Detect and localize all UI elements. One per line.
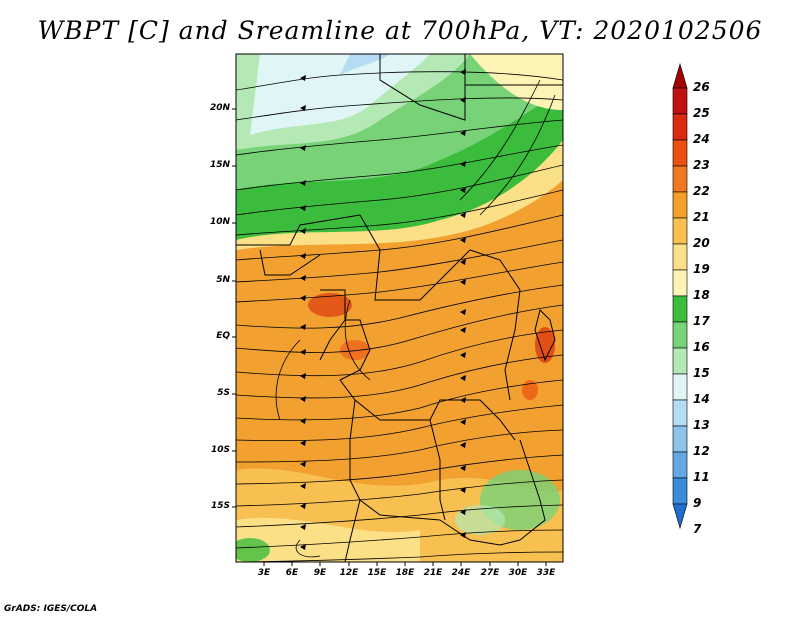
lat-label: 5N	[216, 275, 230, 285]
colorbar-label: 11	[693, 470, 710, 484]
colorbar-label: 13	[693, 418, 710, 432]
colorbar-swatch	[672, 347, 688, 375]
colorbar-label: 25	[693, 106, 710, 120]
streamline-arrows	[300, 69, 466, 550]
lon-label: 30E	[508, 568, 528, 578]
colorbar-label: 23	[693, 158, 710, 172]
lon-label: 15E	[367, 568, 387, 578]
colorbar-swatch	[672, 321, 688, 349]
colorbar-label: 9	[693, 496, 702, 510]
colorbar-label: 12	[693, 444, 710, 458]
lon-label: 12E	[339, 568, 359, 578]
chart-title: WBPT [C] and Sreamline at 700hPa, VT: 20…	[37, 16, 763, 45]
colorbar-swatch	[672, 373, 688, 401]
lon-label: 9E	[313, 568, 327, 578]
colorbar-swatch	[672, 451, 688, 479]
lon-label: 3E	[257, 568, 271, 578]
colorbar-swatch	[672, 243, 688, 271]
map-frame	[235, 53, 564, 563]
lat-label: 10S	[210, 445, 230, 455]
lat-label: 10N	[209, 217, 230, 227]
lon-label: 21E	[423, 568, 443, 578]
colorbar-swatch	[672, 113, 688, 141]
colorbar	[672, 62, 688, 530]
lat-label: 15S	[210, 501, 230, 511]
colorbar-swatch	[672, 425, 688, 453]
lon-label: 27E	[480, 568, 500, 578]
axis-ticks	[232, 108, 547, 566]
colorbar-swatch	[672, 217, 688, 245]
colorbar-max-arrow	[672, 62, 688, 89]
colorbar-label: 22	[693, 184, 710, 198]
colorbar-label: 7	[693, 522, 702, 536]
streamlines	[236, 71, 563, 562]
lat-label: EQ	[216, 331, 230, 341]
lon-label: 24E	[451, 568, 471, 578]
lon-label: 6E	[285, 568, 299, 578]
colorbar-label: 15	[693, 366, 710, 380]
colorbar-label: 18	[693, 288, 710, 302]
colorbar-label: 14	[693, 392, 710, 406]
lat-label: 5S	[217, 388, 230, 398]
lat-label: 20N	[209, 103, 230, 113]
colorbar-swatch	[672, 165, 688, 193]
colorbar-label: 26	[693, 80, 710, 94]
colorbar-swatch	[672, 269, 688, 297]
colorbar-swatch	[672, 295, 688, 323]
wbpt-shading	[236, 54, 563, 562]
colorbar-swatch	[672, 139, 688, 167]
colorbar-swatch	[672, 399, 688, 427]
colorbar-label: 24	[693, 132, 710, 146]
colorbar-swatch	[672, 477, 688, 505]
colorbar-swatch	[672, 87, 688, 115]
software-credit: GrADS: IGES/COLA	[4, 604, 98, 614]
colorbar-label: 21	[693, 210, 710, 224]
colorbar-label: 19	[693, 262, 710, 276]
lon-label: 18E	[395, 568, 415, 578]
lat-label: 15N	[209, 160, 230, 170]
lon-label: 33E	[536, 568, 556, 578]
colorbar-label: 17	[693, 314, 710, 328]
country-borders	[236, 54, 563, 562]
colorbar-label: 20	[693, 236, 710, 250]
colorbar-label: 16	[693, 340, 710, 354]
colorbar-swatch	[672, 191, 688, 219]
colorbar-min-arrow	[672, 503, 688, 530]
